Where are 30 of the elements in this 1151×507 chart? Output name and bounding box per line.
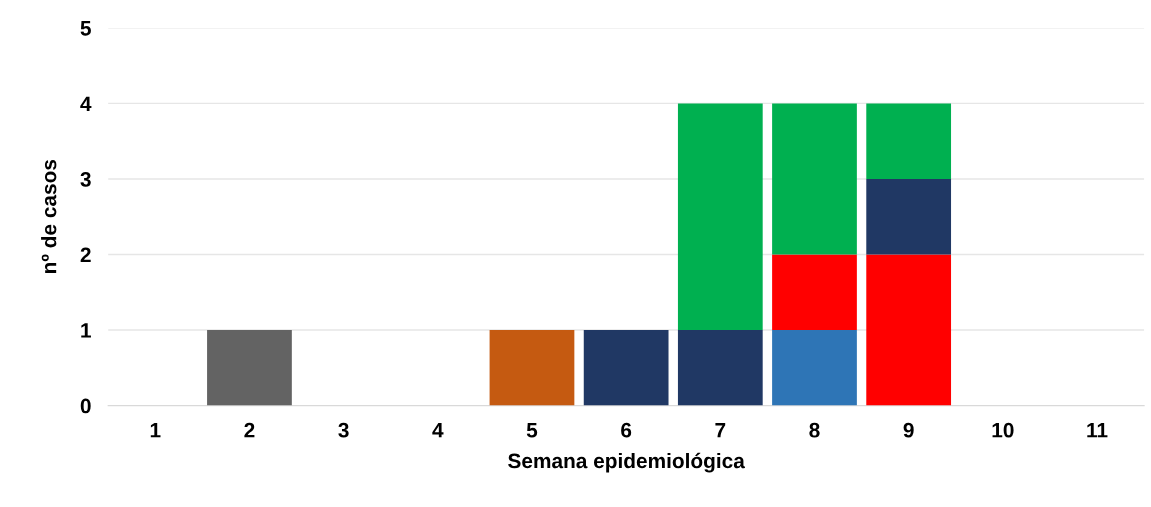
x-axis-title: Semana epidemiológica [508,452,745,473]
x-tick-label: 10 [992,422,1014,438]
bar [772,103,857,255]
x-tick-label: 5 [526,423,538,438]
y-tick-label: 5 [80,21,91,36]
bar [866,254,952,406]
y-axis-title: nº de casos [41,159,57,274]
y-tick-label: 4 [80,96,92,111]
y-tick-label: 0 [80,398,91,414]
x-tick-label: 4 [432,423,444,438]
y-tick-label: 2 [80,247,91,263]
y-tick-label: 3 [80,171,91,187]
bar [489,330,575,406]
x-tick-label: 1 [150,423,161,438]
y-tick-label: 1 [81,323,91,338]
bar [772,330,857,406]
x-tick-label: 7 [715,423,726,438]
bar [866,178,952,255]
x-tick-label: 11 [1087,423,1108,438]
bar [207,330,292,406]
bar [583,330,669,406]
bar [677,103,763,331]
x-tick-label: 6 [621,422,632,438]
x-tick-label: 3 [338,422,349,438]
x-tick-label: 8 [809,422,820,438]
bar [866,103,952,179]
bar [772,254,857,331]
bar [677,330,763,406]
x-tick-label: 2 [244,422,255,438]
x-tick-label: 9 [903,422,914,438]
